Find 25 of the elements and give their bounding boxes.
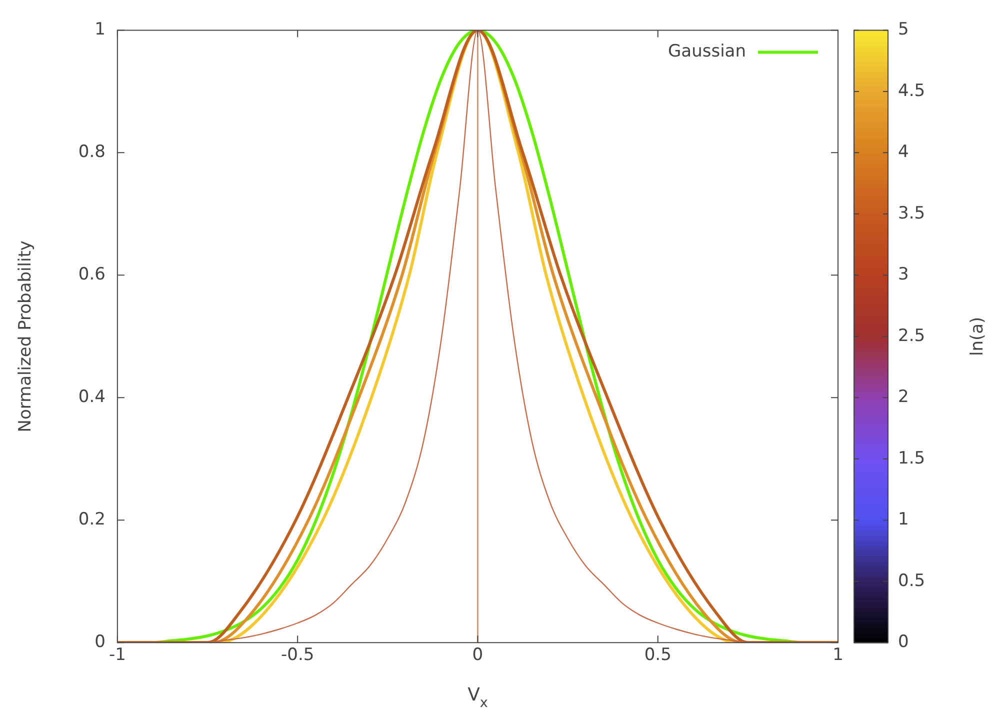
x-tick-label: 1 <box>832 645 844 666</box>
x-tick-label: 0.5 <box>644 645 672 666</box>
color-bar-label: 3 <box>898 264 909 285</box>
color-bar-title: ln(a) <box>967 316 988 356</box>
x-tick-label: 0 <box>472 645 484 666</box>
color-bar-label: 2 <box>898 387 909 408</box>
y-tick-label: 0.8 <box>78 142 106 162</box>
color-bar-label: 5 <box>898 20 909 40</box>
color-bar-label: 2.5 <box>898 326 926 346</box>
y-axis-title: Normalized Probability <box>16 240 36 432</box>
y-tick-label: 0.6 <box>78 264 106 285</box>
color-bar-label: 4 <box>898 142 909 162</box>
color-bar-label: 4.5 <box>898 80 926 101</box>
color-bar-label: 0.5 <box>898 570 926 591</box>
x-tick-label: -0.5 <box>280 645 314 666</box>
y-tick-label: 1 <box>94 20 106 40</box>
color-bar-label: 0 <box>898 632 909 652</box>
color-bar-label: 1 <box>898 510 909 530</box>
y-tick-label: 0 <box>94 632 106 652</box>
y-tick-label: 0.4 <box>78 387 106 408</box>
x-tick-label: -1 <box>108 645 126 666</box>
y-tick-label: 0.2 <box>78 510 106 530</box>
color-bar-label: 3.5 <box>898 203 926 224</box>
color-bar-label: 1.5 <box>898 448 926 468</box>
legend-label: Gaussian <box>668 42 746 62</box>
